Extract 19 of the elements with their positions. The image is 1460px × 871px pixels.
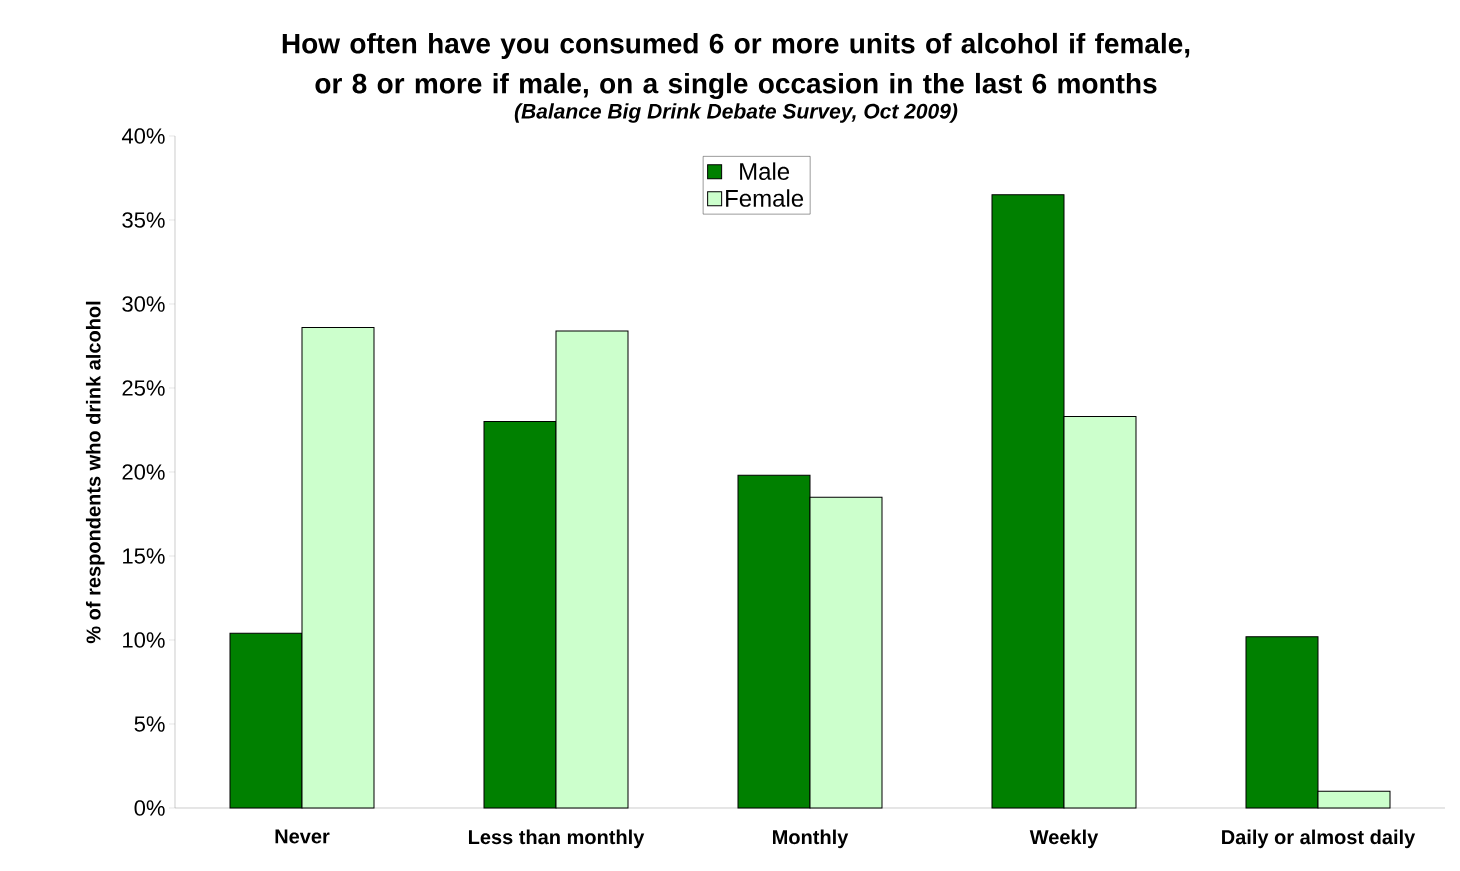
x-tick-label: Weekly	[1029, 829, 1099, 849]
y-tick-label: 20%	[122, 464, 165, 480]
chart-subtitle: (Balance Big Drink Debate Survey, Oct 2009)	[514, 103, 958, 123]
legend-label: Female	[726, 189, 804, 207]
y-tick-label: 10%	[123, 632, 165, 648]
x-tick-label: Daily or almost daily	[1222, 829, 1416, 849]
y-tick-label: 5%	[134, 716, 165, 732]
legend-label: Male	[740, 162, 790, 180]
y-tick-label: 35%	[122, 212, 165, 228]
x-tick-label: Less than monthly	[468, 829, 645, 849]
y-tick-label: 25%	[122, 380, 165, 396]
x-tick-label: Never	[275, 829, 330, 844]
y-tick-label: 15%	[123, 548, 165, 564]
y-axis-title: % of respondents who drink alcohol	[85, 301, 105, 644]
y-tick-label: 40%	[121, 128, 165, 144]
y-tick-label: 30%	[122, 296, 165, 312]
x-tick-label: Monthly	[773, 829, 849, 849]
chart-title: How often have you consumed 6 or more units of alcohol if female, or 8 or more if male, on a single occasion in the last 6 months	[282, 32, 1190, 100]
y-tick-label: 0%	[134, 800, 165, 816]
